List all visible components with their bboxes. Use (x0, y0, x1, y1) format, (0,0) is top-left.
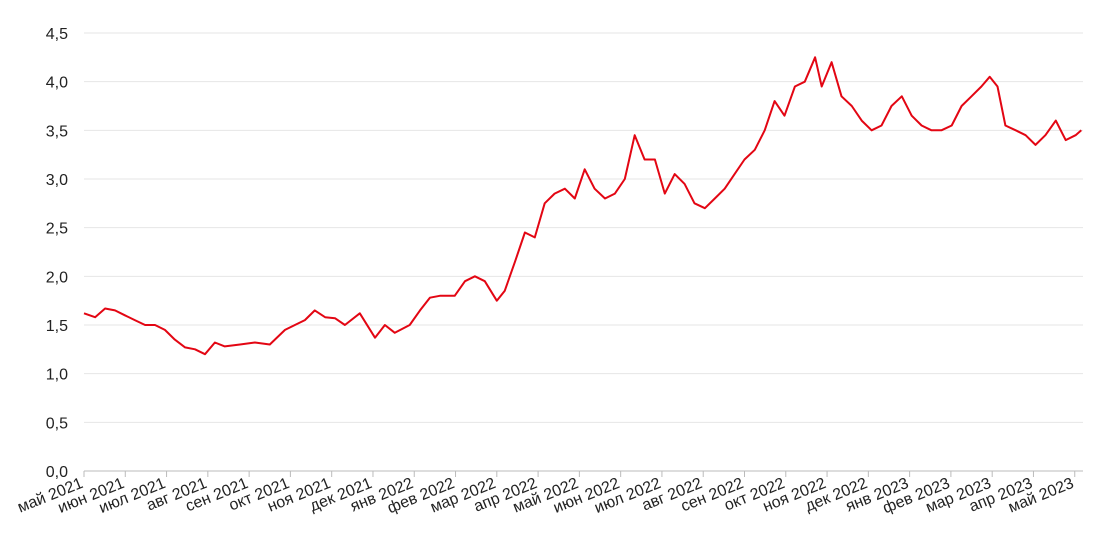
y-tick-label: 4,5 (46, 26, 68, 43)
line-series (83, 56, 1082, 356)
y-tick-label: 1,5 (46, 318, 68, 335)
y-tick-label: 1,0 (46, 367, 68, 384)
y-tick-label: 3,0 (46, 172, 68, 189)
y-tick-label: 3,5 (46, 123, 68, 140)
y-tick-label: 0,5 (46, 415, 68, 432)
y-tick-label: 2,5 (46, 221, 68, 238)
y-tick-label: 4,0 (46, 75, 68, 92)
y-tick-label: 0,0 (46, 464, 68, 481)
y-tick-label: 2,0 (46, 269, 68, 286)
